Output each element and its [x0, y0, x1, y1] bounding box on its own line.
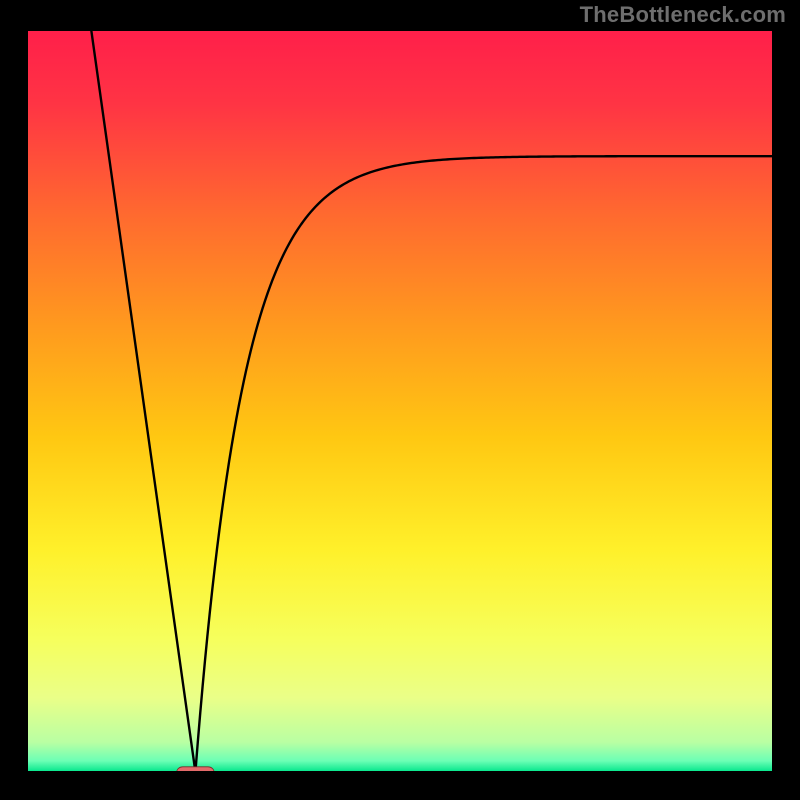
gradient-background	[28, 30, 772, 772]
bottleneck-chart	[28, 30, 772, 772]
watermark-label: TheBottleneck.com	[580, 2, 786, 28]
chart-stage: TheBottleneck.com	[0, 0, 800, 800]
